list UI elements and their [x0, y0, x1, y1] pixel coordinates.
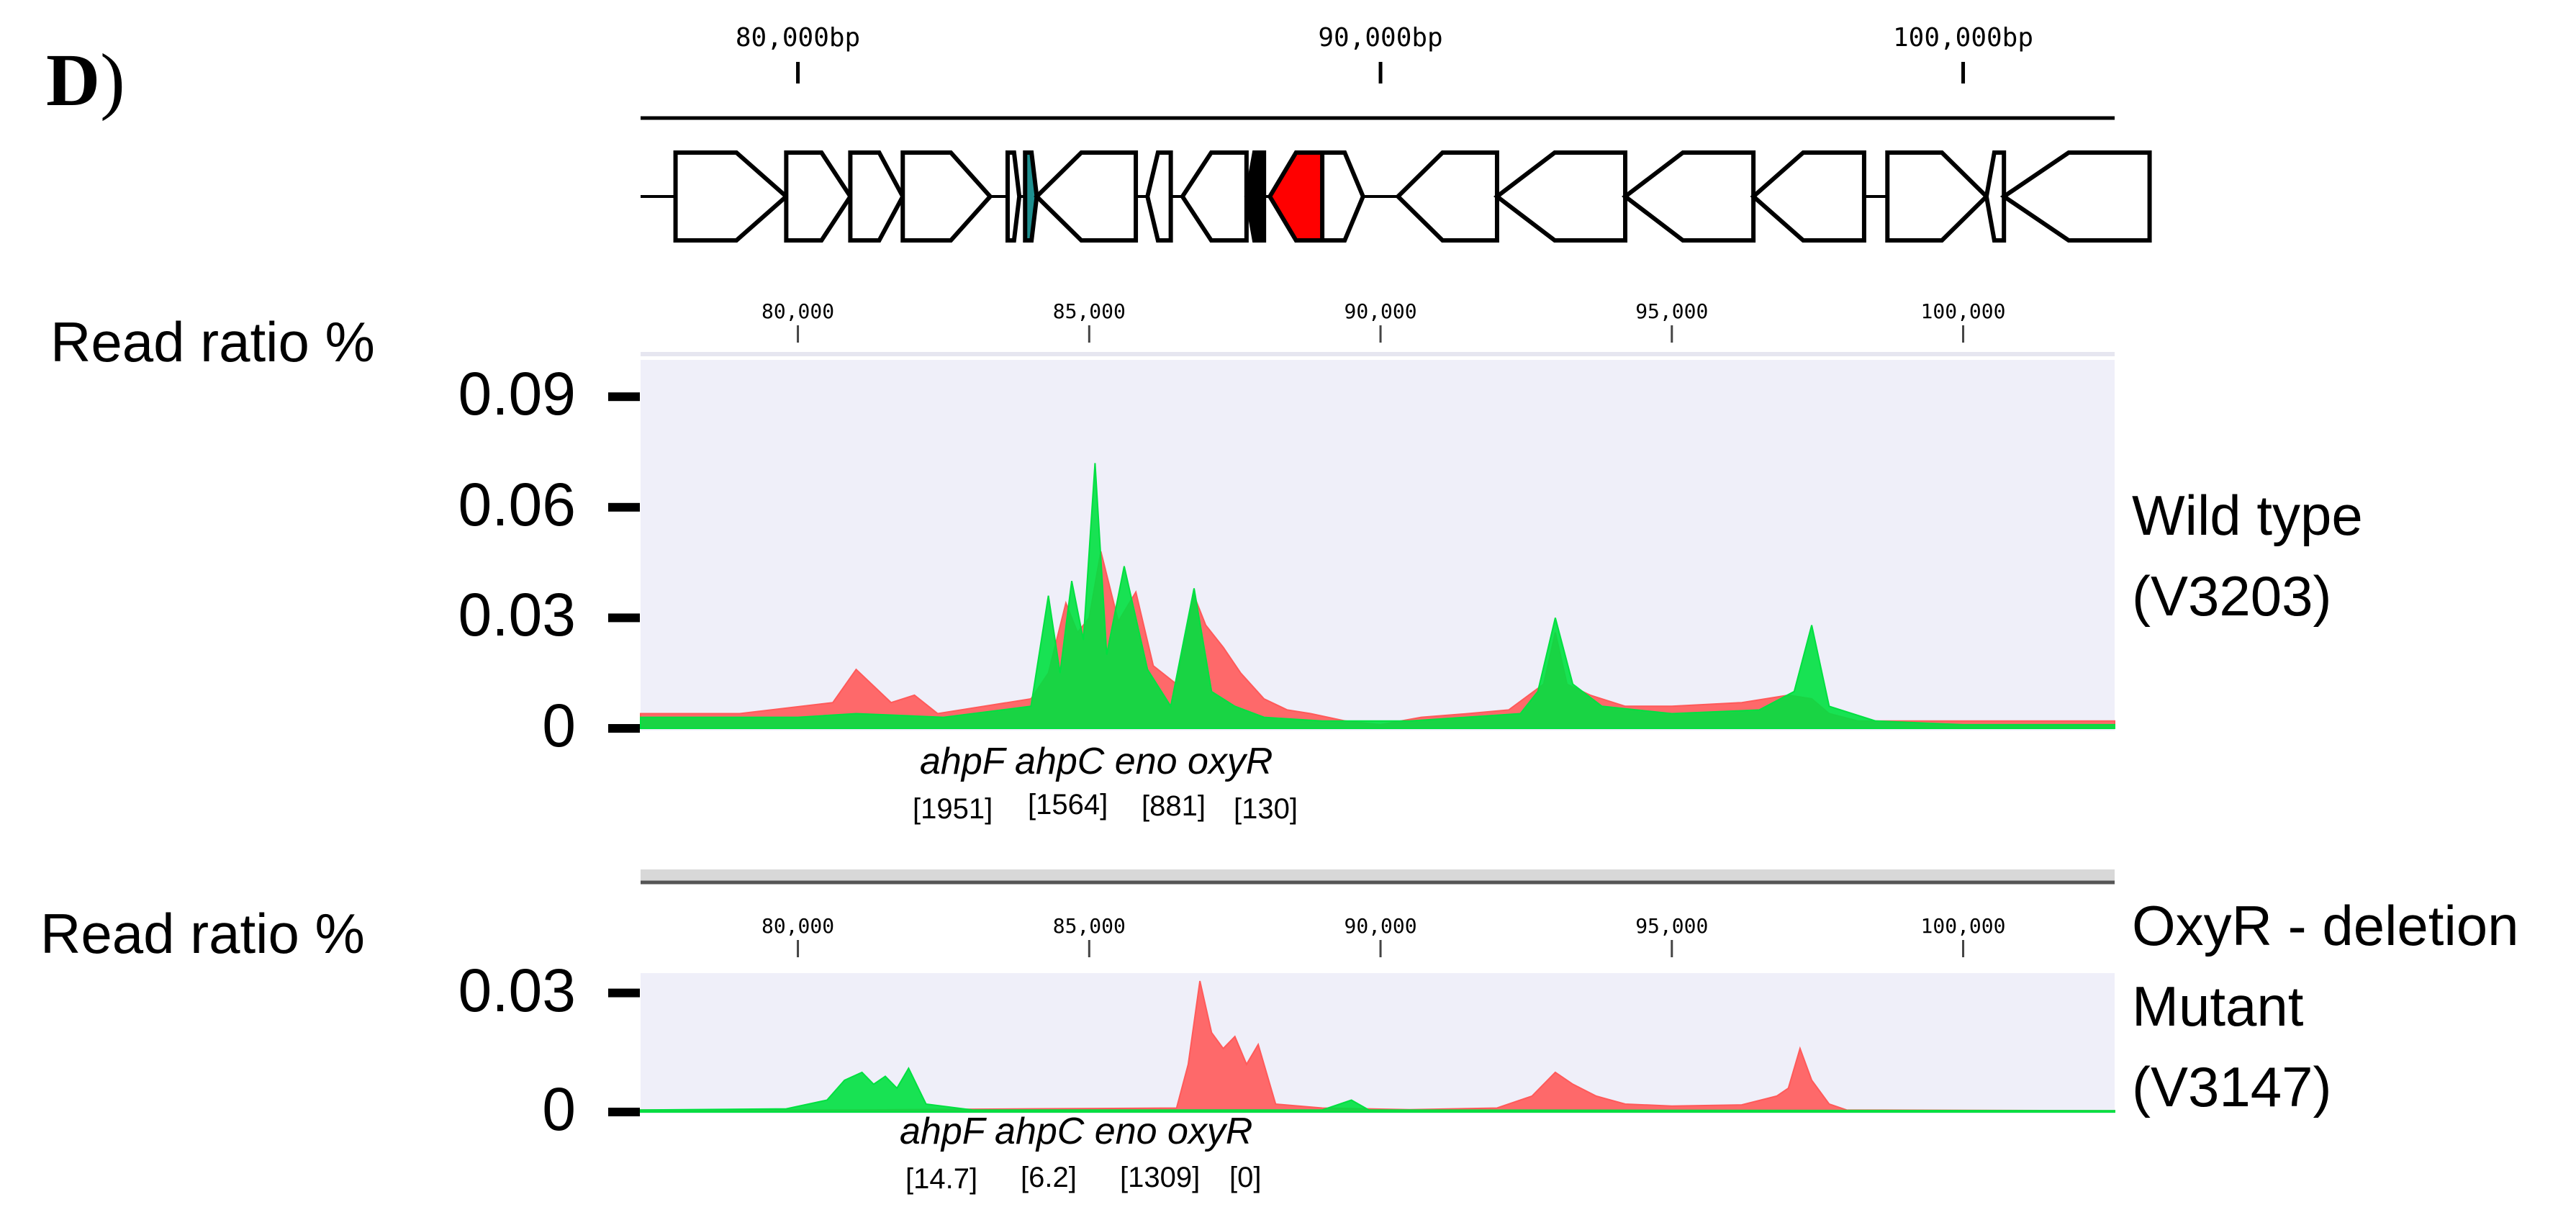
x-tick-label: 95,000: [1635, 914, 1709, 938]
mut-sample-label: OxyR - deletion Mutant (V3147): [2132, 885, 2519, 1127]
x-tick-label: 100,000: [1920, 914, 2006, 938]
gene-arrow: [848, 150, 905, 243]
genome-axis-tick-label: 100,000bp: [1892, 23, 2034, 53]
gene-arrow: [1145, 150, 1173, 243]
gene-arrow: [1999, 150, 2152, 243]
wt-plot-area: [641, 360, 2115, 731]
y-tick-mark: [608, 1108, 640, 1116]
gene-arrow: [900, 150, 993, 243]
y-tick-label: 0.06: [458, 470, 577, 538]
gene-arrow: [1267, 150, 1331, 243]
wt-y-tick-marks: [608, 392, 640, 733]
mut-sample-name: OxyR - deletion: [2132, 894, 2519, 957]
gene-arrow: [1180, 150, 1249, 243]
wt-sample-name: Wild type: [2132, 484, 2363, 547]
y-tick-mark: [608, 724, 640, 733]
mut-y-tick-marks: [608, 988, 640, 1116]
gene-arrow: [1885, 150, 1990, 243]
gene-arrow: [784, 150, 854, 243]
x-tick-label: 85,000: [1052, 914, 1126, 938]
y-tick-label: 0.09: [458, 360, 577, 428]
y-tick-label: 0: [542, 692, 576, 759]
gene-map: [641, 150, 2152, 243]
gene-arrow: [1984, 150, 2007, 243]
y-tick-mark: [608, 988, 640, 998]
mut-sample-type: Mutant: [2132, 975, 2304, 1038]
wt-ylabel: Read ratio %: [50, 310, 375, 374]
y-tick-mark: [608, 392, 640, 402]
wt-x-ticks: [797, 325, 1965, 343]
mut-ylabel: Read ratio %: [40, 902, 365, 965]
gene-arrow: [1320, 150, 1366, 243]
gene-arrow: [1034, 150, 1139, 243]
y-tick-mark: [608, 502, 640, 512]
series-area: [640, 463, 2115, 729]
mut-series: [640, 980, 2115, 1113]
y-tick-label: 0: [542, 1075, 576, 1143]
wt-count-ahpF: [1951]: [913, 793, 993, 825]
x-tick-label: 90,000: [1344, 299, 1417, 323]
x-tick-label: 80,000: [761, 299, 835, 323]
gene-arrow: [1005, 150, 1022, 243]
x-tick-label: 85,000: [1052, 299, 1126, 323]
x-tick-label: 100,000: [1920, 299, 2006, 323]
mut-sample-id: (V3147): [2132, 1055, 2332, 1118]
mut-x-ticks: [797, 940, 1965, 957]
wt-sample-label: Wild type (V3203): [2132, 475, 2363, 636]
genome-axis-tick-label: 90,000bp: [1318, 23, 1443, 53]
y-tick-label: 0.03: [458, 581, 577, 649]
wt-count-eno: [881]: [1142, 790, 1206, 822]
y-tick-label: 0.03: [458, 956, 577, 1024]
series-area: [640, 980, 2115, 1113]
x-tick-label: 80,000: [761, 914, 835, 938]
wt-count-ahpC: [1564]: [1028, 789, 1108, 821]
x-tick-label: 90,000: [1344, 914, 1417, 938]
series-area: [640, 1067, 2115, 1113]
genome-axis: [641, 62, 2115, 120]
wt-series: [640, 463, 2115, 729]
genome-axis-tick-label: 80,000bp: [735, 23, 861, 53]
panel-divider: [641, 869, 2115, 882]
gene-arrow: [1622, 150, 1756, 243]
x-tick-label: 95,000: [1635, 299, 1709, 323]
wt-sample-id: (V3203): [2132, 564, 2332, 628]
gene-arrow: [1493, 150, 1628, 243]
mut-count-ahpF: [14.7]: [905, 1163, 978, 1195]
gene-arrow: [1750, 150, 1866, 243]
mut-count-ahpC: [6.2]: [1021, 1162, 1077, 1193]
wt-count-oxyR: [130]: [1234, 793, 1298, 825]
gene-arrow: [1023, 150, 1039, 243]
gene-arrow: [1244, 150, 1267, 243]
gene-arrow: [673, 150, 790, 243]
gene-arrow: [1395, 150, 1499, 243]
wild-type-panel: [608, 325, 2115, 733]
mutant-panel: [608, 940, 2115, 1116]
panel-letter: D): [46, 39, 125, 122]
mut-count-eno: [1309]: [1120, 1162, 1201, 1193]
mut-count-oxyR: [0]: [1229, 1162, 1262, 1193]
y-tick-mark: [608, 613, 640, 623]
mut-gene-names: ahpF ahpC eno oxyR: [900, 1111, 1253, 1152]
wt-gene-names: ahpF ahpC eno oxyR: [920, 741, 1273, 782]
